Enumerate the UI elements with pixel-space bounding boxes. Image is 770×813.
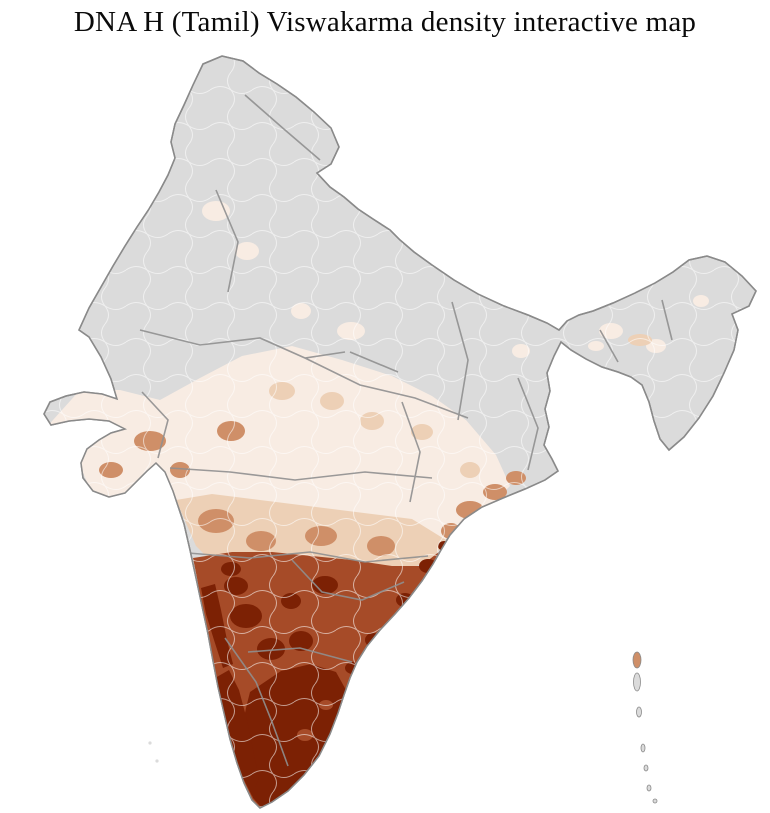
district-mesh-overlay — [44, 56, 756, 808]
state-boundaries — [139, 94, 673, 767]
andaman-islands[interactable] — [632, 651, 658, 804]
map-title: DNA H (Tamil) Viswakarma density interac… — [73, 6, 697, 38]
lakshadweep-islands[interactable] — [148, 741, 159, 763]
